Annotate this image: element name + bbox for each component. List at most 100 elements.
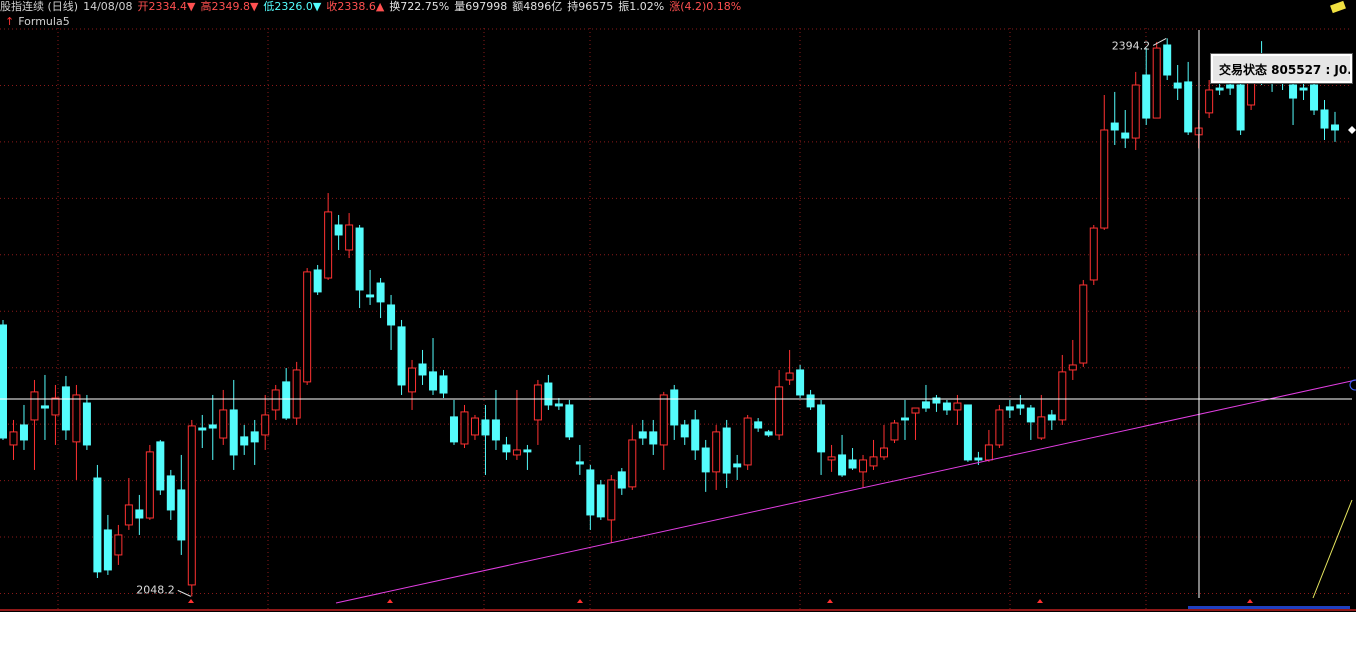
header-item: 高2349.8▼ xyxy=(200,0,259,13)
candle-body xyxy=(30,391,39,421)
candle-body xyxy=(1289,84,1298,99)
indicator-arrow: ↑ xyxy=(5,15,15,28)
candle-body xyxy=(177,489,186,541)
candle-body xyxy=(345,224,354,251)
candle-body xyxy=(565,404,574,438)
candle-body xyxy=(1310,84,1319,111)
candle-body xyxy=(1331,124,1339,131)
candle-body xyxy=(701,447,710,473)
candle-body xyxy=(1016,404,1025,409)
candle-body xyxy=(817,404,826,453)
candle-body xyxy=(460,411,469,445)
candle-body xyxy=(470,417,479,436)
candle-body xyxy=(9,431,18,446)
candle-body xyxy=(722,427,731,474)
candle-body xyxy=(324,211,333,279)
chart-background xyxy=(0,0,1356,612)
candle-body xyxy=(408,367,417,393)
candle-body xyxy=(1005,406,1014,411)
candle-body xyxy=(1089,227,1098,281)
candle-body xyxy=(659,394,668,446)
candle-body xyxy=(1131,84,1140,139)
candle-body xyxy=(900,417,909,421)
candle-body xyxy=(397,326,406,386)
candle-body xyxy=(680,424,689,438)
candle-body xyxy=(974,457,983,461)
candle-body xyxy=(1184,81,1193,133)
candle-body xyxy=(796,369,805,396)
candle-body xyxy=(869,456,878,467)
candle-body xyxy=(838,454,847,476)
candle-body xyxy=(40,405,49,409)
candle-body xyxy=(82,402,91,446)
candle-body xyxy=(355,227,364,291)
marker xyxy=(1247,599,1253,603)
candle-body xyxy=(187,425,196,586)
candle-body xyxy=(135,509,144,519)
annotation-leader xyxy=(177,589,191,597)
candle-body xyxy=(880,447,889,458)
candle-body xyxy=(911,407,920,414)
header-item: 低2326.0▼ xyxy=(263,0,322,13)
candle-body xyxy=(313,269,322,293)
candle-body xyxy=(124,504,133,526)
candle-body xyxy=(953,402,962,411)
candle-body xyxy=(240,436,249,446)
candle-body xyxy=(334,224,343,236)
candle-body xyxy=(481,419,490,436)
candle-body xyxy=(219,409,228,439)
candle-body xyxy=(502,444,511,453)
header-item: 14/08/08 xyxy=(83,0,133,13)
candle-body xyxy=(439,375,448,394)
candle-body xyxy=(544,382,553,406)
candle-body xyxy=(712,431,721,473)
candle-body xyxy=(1236,84,1245,131)
header-item: 涨(4.2)0.18% xyxy=(669,0,742,13)
scroll-bar xyxy=(1188,606,1350,609)
candle-body xyxy=(250,431,259,443)
candle-body xyxy=(1205,89,1214,114)
candle-body xyxy=(61,386,70,431)
candle-body xyxy=(827,456,836,461)
candle-body xyxy=(554,403,563,407)
bottom-markers xyxy=(188,599,1253,603)
candle-body xyxy=(995,409,1004,446)
marker xyxy=(827,599,833,603)
candle-body xyxy=(890,422,899,441)
candle-body xyxy=(103,529,112,571)
marker xyxy=(387,599,393,603)
header-item: 量697998 xyxy=(454,0,508,13)
candle-body xyxy=(1152,47,1161,119)
candle-body xyxy=(72,394,81,443)
candle-body xyxy=(575,461,584,465)
right-marker xyxy=(1348,126,1356,134)
candle-body xyxy=(1226,84,1235,89)
candle-body xyxy=(429,371,438,391)
marker xyxy=(188,599,194,603)
candle-body xyxy=(19,424,28,441)
candle-body xyxy=(733,463,742,468)
candle-body xyxy=(93,477,102,573)
candle-body xyxy=(596,484,605,518)
candle-body xyxy=(1068,364,1077,371)
candle-body xyxy=(1058,371,1067,421)
tooltip: 交易状态 805527 : J0.. xyxy=(1210,53,1353,84)
candle-body xyxy=(198,427,207,431)
candle-body xyxy=(649,431,658,445)
marker xyxy=(1037,599,1043,603)
candle-body xyxy=(586,469,595,516)
candle-body xyxy=(754,421,763,429)
candle-body xyxy=(449,416,458,443)
candle-body xyxy=(691,419,700,451)
candle-body xyxy=(1163,44,1172,76)
candle-body xyxy=(984,444,993,461)
header: 股指连续 (日线) 14/08/08 开2334.4▼ 高2349.8▼ 低2326.0… xyxy=(0,0,741,14)
candle-body xyxy=(51,397,60,416)
candle-body xyxy=(387,304,396,326)
candle-body xyxy=(638,431,647,439)
candle-body xyxy=(743,417,752,466)
header-item: 收2338.6▲ xyxy=(326,0,385,13)
candle-body xyxy=(282,381,291,419)
